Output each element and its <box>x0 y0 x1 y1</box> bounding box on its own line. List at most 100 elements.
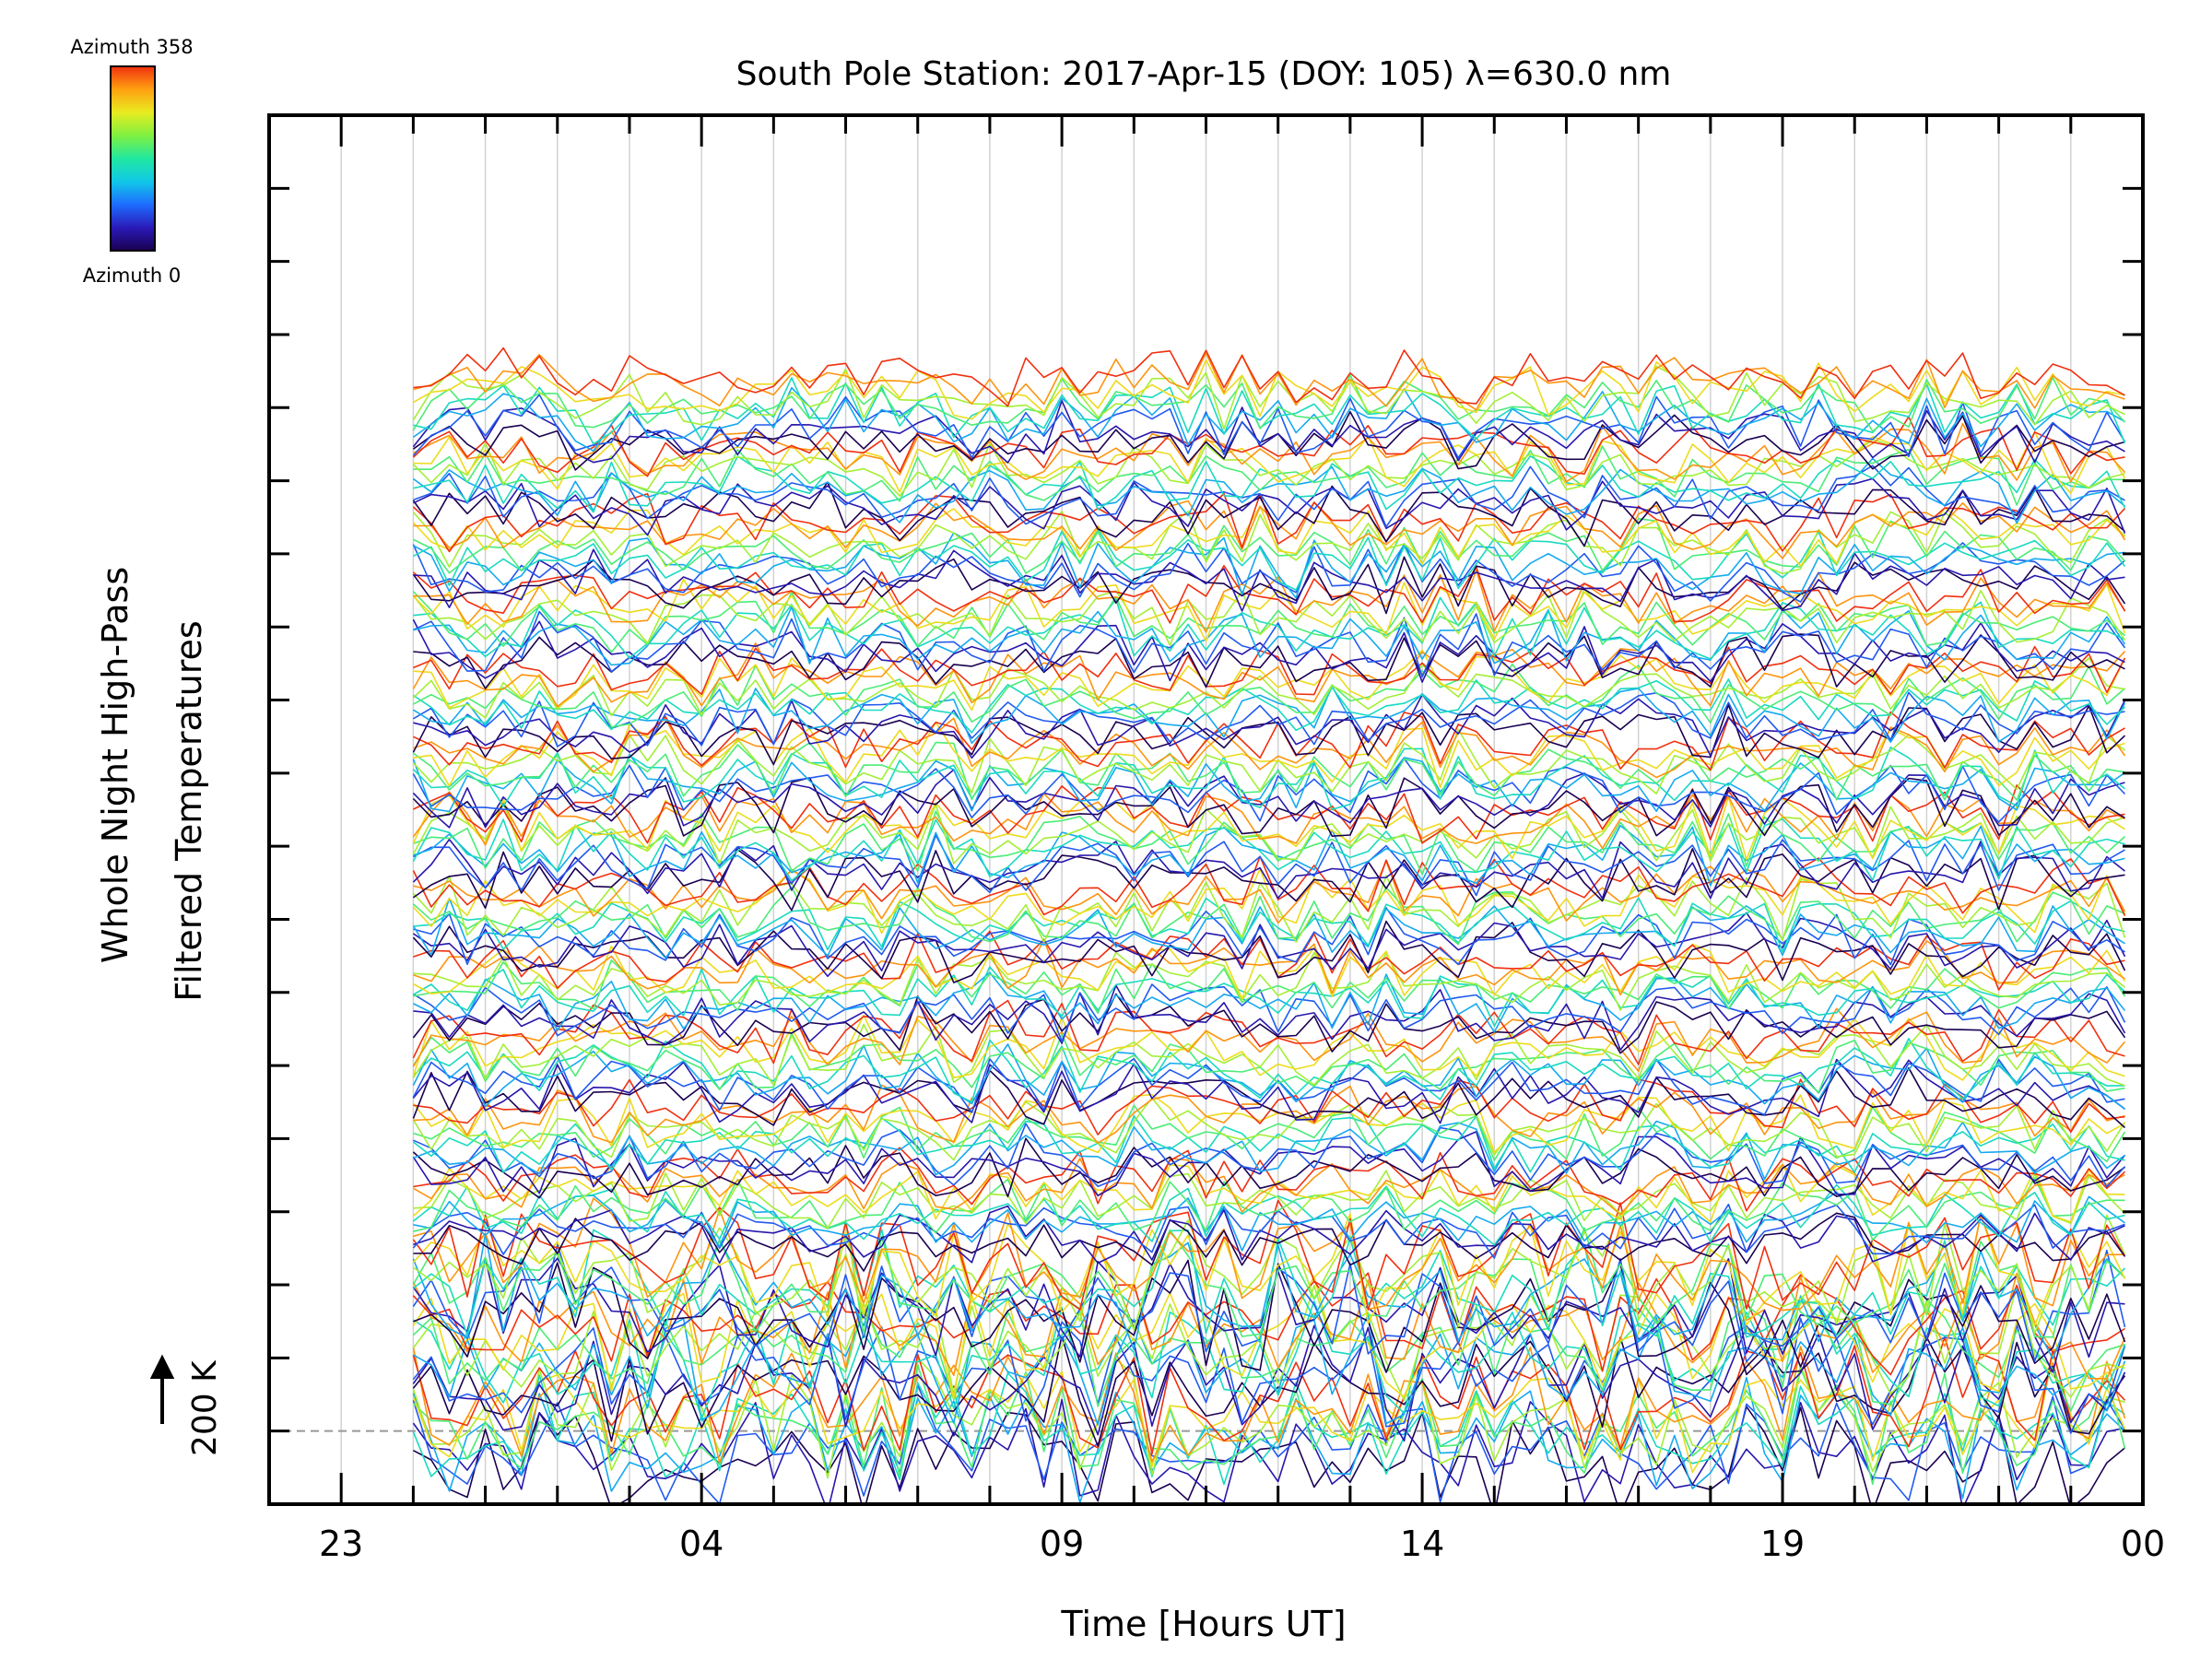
colorbar: Azimuth 358 Azimuth 0 <box>70 36 193 287</box>
temperature-trace <box>413 717 2126 779</box>
temperature-trace <box>413 528 2126 591</box>
x-tick-label: 00 <box>2121 1524 2165 1564</box>
temperature-trace <box>413 610 2126 678</box>
temperature-trace <box>412 728 2126 794</box>
temperature-trace <box>412 1115 2125 1173</box>
x-axis-label: Time [Hours UT] <box>1060 1604 1346 1644</box>
temperature-trace <box>412 1363 2126 1485</box>
temperature-trace <box>412 1276 2125 1399</box>
temperature-trace <box>412 1212 2126 1326</box>
chart-title: South Pole Station: 2017-Apr-15 (DOY: 10… <box>736 55 1672 93</box>
temperature-trace <box>412 753 2125 813</box>
temperature-trace <box>413 477 2126 536</box>
scale-marker: 200 K <box>149 1354 224 1456</box>
scale-arrow <box>149 1354 175 1424</box>
x-tick-label: 09 <box>1040 1524 1084 1564</box>
temperature-trace <box>413 1120 2125 1181</box>
temperature-trace <box>412 386 2125 453</box>
temperature-trace <box>412 818 2125 882</box>
temperature-trace <box>412 1038 2125 1103</box>
x-tick-label: 19 <box>1760 1524 1805 1564</box>
temperature-trace <box>413 1197 2125 1312</box>
temperature-trace <box>412 591 2126 653</box>
temperature-trace <box>412 1352 2126 1474</box>
temperature-trace <box>412 1032 2125 1094</box>
temperature-trace <box>413 645 2126 696</box>
temperature-trace <box>413 500 2126 559</box>
temperature-trace <box>412 794 2125 861</box>
x-tick-label: 23 <box>319 1524 363 1564</box>
temperature-trace <box>413 548 2125 612</box>
temperature-trace <box>413 596 2125 660</box>
temperature-trace <box>412 1204 2125 1259</box>
temperature-trace <box>413 860 2126 924</box>
temperature-trace <box>413 1205 2125 1265</box>
temperature-trace <box>412 657 2125 719</box>
temperature-trace <box>412 999 2125 1065</box>
temperature-trace <box>412 1131 2126 1197</box>
temperature-trace <box>413 633 2125 689</box>
temperature-trace <box>412 769 2125 829</box>
temperature-trace <box>412 983 2126 1042</box>
temperature-trace <box>412 642 2126 708</box>
temperature-trace <box>412 457 2126 524</box>
temperature-trace <box>413 606 2126 666</box>
temperature-trace <box>412 1066 2126 1129</box>
temperature-trace <box>412 691 2125 747</box>
colorbar-top-label: Azimuth 358 <box>70 36 193 58</box>
temperature-trace <box>412 588 2126 646</box>
temperature-trace <box>413 532 2125 599</box>
temperature-trace <box>413 971 2126 1033</box>
temperature-trace <box>412 1007 2126 1072</box>
temperature-trace <box>413 1259 2126 1376</box>
temperature-trace <box>412 1043 2125 1111</box>
temperature-trace <box>413 897 2125 953</box>
temperature-trace <box>413 1078 2125 1135</box>
temperature-trace <box>413 711 2125 771</box>
temperature-trace <box>412 741 2125 801</box>
temperature-trace <box>413 422 2126 483</box>
temperature-trace <box>413 966 2126 1027</box>
temperature-trace <box>412 875 2126 943</box>
temperature-trace <box>413 569 2126 633</box>
temperature-trace <box>412 1229 2126 1344</box>
temperature-trace <box>412 1093 2125 1154</box>
temperature-trace <box>412 505 2126 567</box>
temperature-trace <box>413 784 2125 844</box>
axis-ticks <box>267 115 2145 1504</box>
temperature-trace <box>412 855 2126 917</box>
temperature-trace <box>412 747 2126 810</box>
temperature-trace <box>413 1170 2126 1230</box>
temperature-trace <box>412 1346 2126 1464</box>
temperature-trace <box>413 1177 2125 1241</box>
temperature-trace <box>412 791 2125 850</box>
temperature-trace <box>412 1300 2126 1419</box>
temperature-trace <box>413 347 2125 407</box>
temperature-trace <box>413 377 2126 445</box>
colorbar-bottom-label: Azimuth 0 <box>83 265 182 287</box>
temperature-trace <box>412 365 2125 430</box>
temperature-trace <box>412 492 2126 553</box>
x-tick-label: 04 <box>679 1524 724 1564</box>
temperature-trace <box>412 758 2126 823</box>
temperature-trace <box>412 1055 2125 1116</box>
temperature-trace <box>413 430 2126 494</box>
colorbar-gradient <box>110 65 156 252</box>
temperature-trace <box>412 394 2126 459</box>
temperature-trace <box>412 838 2125 900</box>
temperature-trace <box>413 943 2126 1000</box>
y-axis-label-line2: Filtered Temperatures <box>169 620 209 1001</box>
temperature-trace <box>412 1219 2126 1338</box>
temperature-trace <box>412 1376 2126 1504</box>
temperature-trace <box>412 1199 2126 1311</box>
temperature-trace <box>412 1336 2126 1455</box>
temperature-trace <box>413 465 2125 528</box>
temperature-trace <box>412 1137 2125 1199</box>
temperature-trace <box>413 825 2125 887</box>
temperature-trace <box>412 897 2125 959</box>
temperature-trace <box>412 1335 2126 1447</box>
temperature-trace <box>413 445 2125 506</box>
temperature-trace <box>413 951 2126 1011</box>
temperature-trace <box>413 721 2125 789</box>
temperature-trace <box>412 886 2125 946</box>
